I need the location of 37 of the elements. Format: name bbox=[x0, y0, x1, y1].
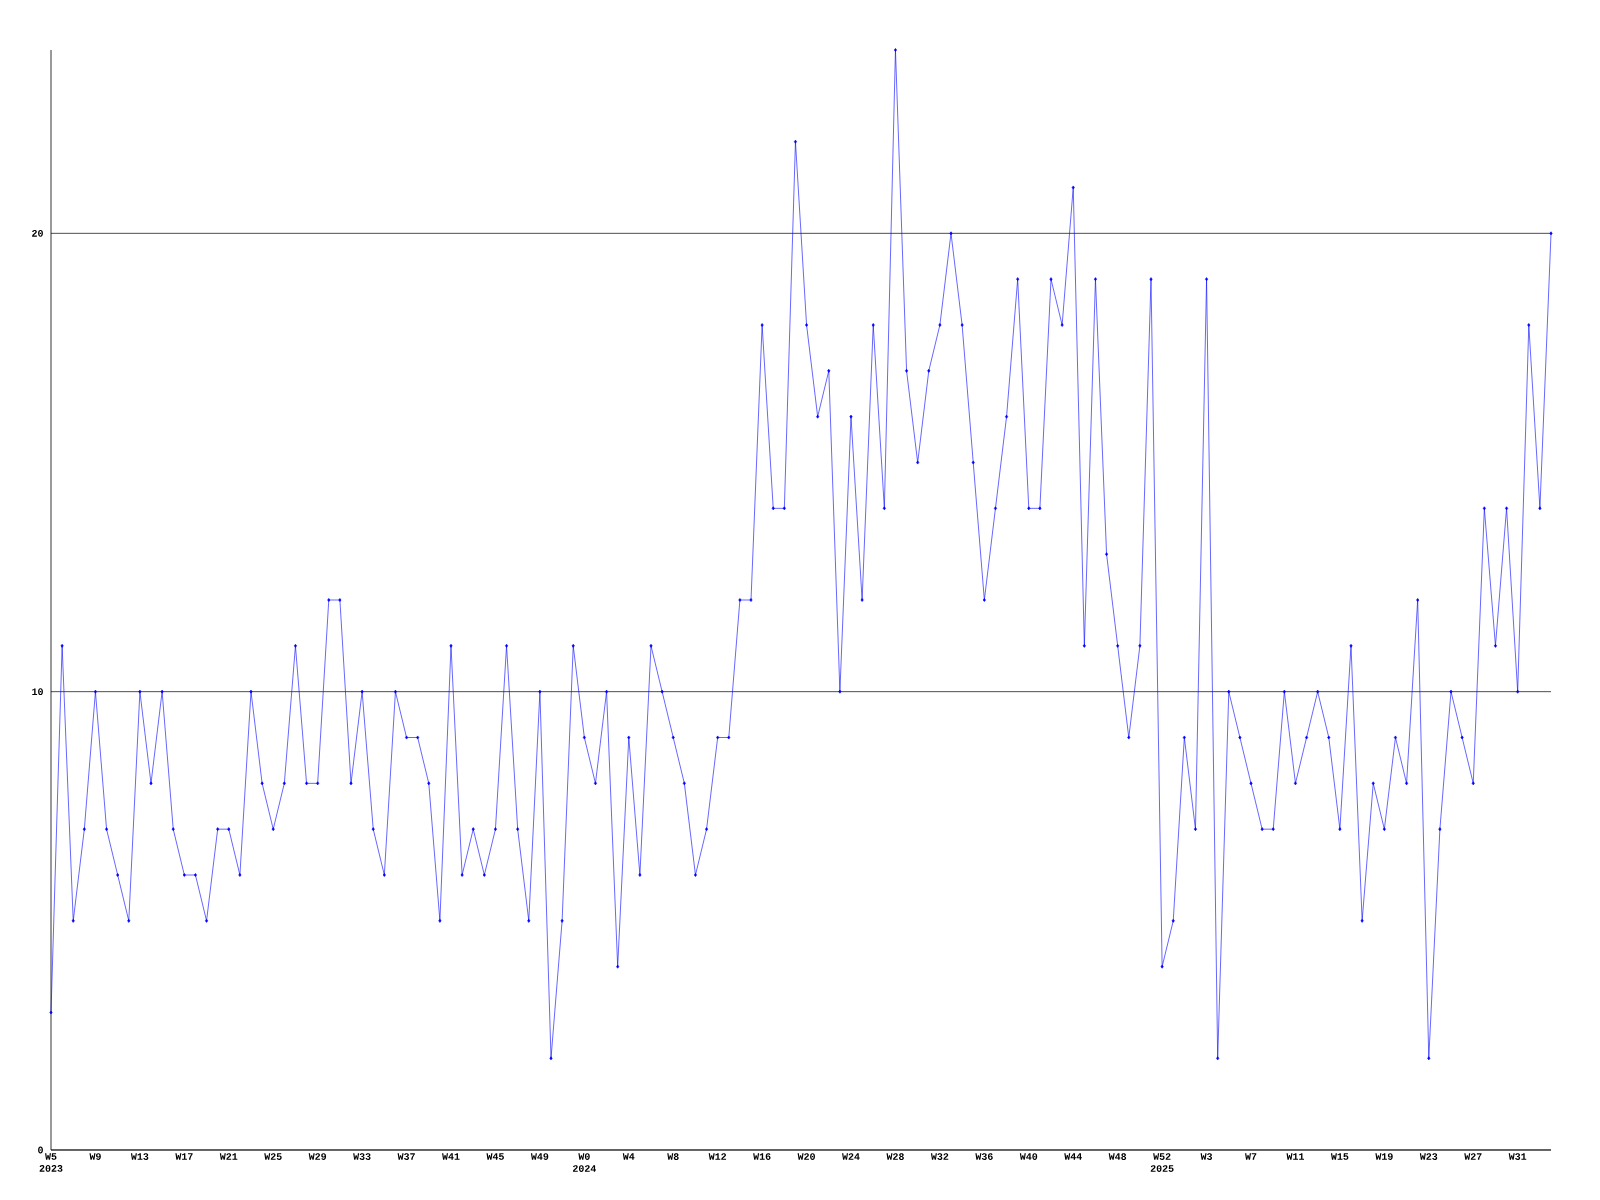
x-tick-label: W28 bbox=[886, 1153, 904, 1160]
x-tick-label: W33 bbox=[353, 1153, 371, 1160]
x-tick-label: W37 bbox=[397, 1153, 415, 1160]
x-tick-label: W19 bbox=[1375, 1153, 1393, 1160]
x-tick-label: W23 bbox=[1419, 1153, 1438, 1160]
x-tick-label: W5 2023 bbox=[39, 1153, 63, 1172]
x-tick-label: W40 bbox=[1019, 1153, 1038, 1160]
x-tick-label: W45 bbox=[486, 1153, 504, 1160]
x-tick-label: W48 bbox=[1108, 1153, 1127, 1160]
x-tick-label: W4 bbox=[622, 1153, 635, 1160]
x-tick-label: W29 bbox=[308, 1153, 327, 1160]
x-tick-label: W11 bbox=[1286, 1153, 1305, 1160]
x-tick-label: W32 bbox=[930, 1153, 949, 1160]
x-tick-label: W21 bbox=[219, 1153, 238, 1160]
x-tick-label: W31 bbox=[1508, 1153, 1527, 1160]
x-tick-label: W9 bbox=[89, 1153, 101, 1160]
y-tick-label: 10 bbox=[32, 688, 43, 696]
x-tick-label: W36 bbox=[975, 1153, 993, 1160]
x-tick-label: W8 bbox=[667, 1153, 679, 1160]
x-tick-label: W44 bbox=[1064, 1153, 1082, 1160]
x-tick-label: W24 bbox=[842, 1153, 860, 1160]
x-tick-label: W12 bbox=[708, 1153, 727, 1160]
x-tick-label: W41 bbox=[442, 1153, 460, 1160]
x-tick-label: W3 bbox=[1200, 1153, 1213, 1160]
x-tick-label: W20 bbox=[797, 1153, 815, 1160]
x-tick-label: W0 2024 bbox=[572, 1153, 597, 1172]
y-tick-label: 0 bbox=[38, 1146, 43, 1154]
x-tick-label: W25 bbox=[264, 1153, 282, 1160]
x-tick-label: W15 bbox=[1330, 1153, 1349, 1160]
x-tick-label: W16 bbox=[753, 1153, 771, 1160]
x-tick-label: W13 bbox=[130, 1153, 149, 1160]
x-tick-label: W7 bbox=[1245, 1153, 1257, 1160]
y-tick-label: 20 bbox=[32, 229, 43, 237]
x-tick-label: W49 bbox=[530, 1153, 549, 1160]
x-tick-label: W27 bbox=[1464, 1153, 1482, 1160]
x-tick-label: W17 bbox=[175, 1153, 193, 1160]
x-tick-label: W52 2025 bbox=[1150, 1153, 1174, 1172]
